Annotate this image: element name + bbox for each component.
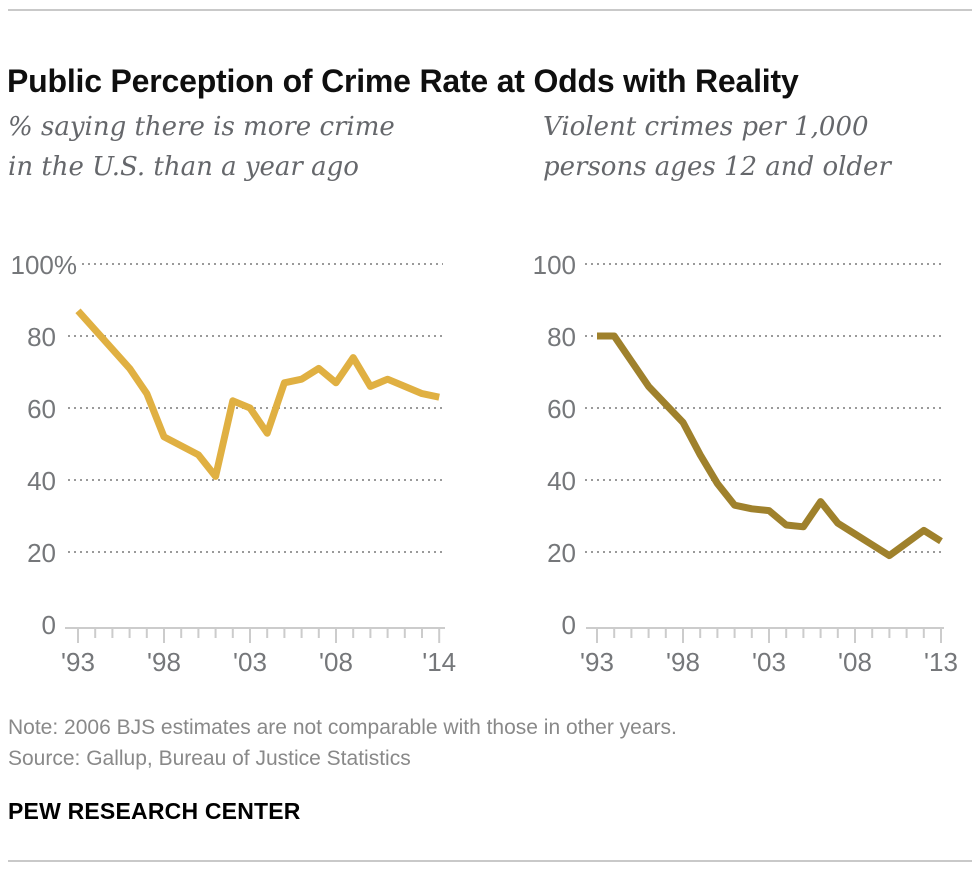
y-axis-label: 60 [547,394,576,424]
y-axis-label: 40 [547,466,576,496]
x-axis-label: '13 [924,647,958,677]
bottom-rule [8,860,972,862]
y-axis-label: 60 [27,394,56,424]
y-axis-label: 0 [42,610,56,640]
gallup-perception-line [75,308,440,480]
y-axis-label: 0 [562,610,576,640]
brand-wordmark: PEW RESEARCH CENTER [8,798,301,824]
x-axis-label: '08 [319,647,353,677]
x-axis-label: '08 [838,647,872,677]
y-axis-label: 20 [27,538,56,568]
x-axis-label: '93 [580,647,614,677]
x-axis-label: '98 [147,647,181,677]
right-chart-subtitle: Violent crimes per 1,000 persons ages 12… [543,107,891,187]
x-axis-label: '98 [666,647,700,677]
chart-violent-crime-rate: 0 20 40 60 80 100 '93 '98 '03 '08 '13 [533,250,958,677]
left-subtitle-line1: % saying there is more crime [8,112,395,142]
x-axis-label: '03 [752,647,786,677]
left-subtitle-line2: in the U.S. than a year ago [8,152,359,182]
y-axis-label: 80 [27,322,56,352]
top-rule [8,9,972,11]
x-axis-label: '93 [61,647,95,677]
y-axis-label: 100 [533,250,576,280]
left-chart-subtitle: % saying there is more crime in the U.S.… [8,107,395,187]
note-text: Note: 2006 BJS estimates are not compara… [8,716,677,739]
right-subtitle-line1: Violent crimes per 1,000 [543,112,869,142]
x-axis-label: '03 [233,647,267,677]
y-axis-label: 20 [547,538,576,568]
chart-crime-perception: 0 20 40 60 80 100% '93 '98 '03 '08 '14 [11,250,457,677]
bjs-crime-rate-line [597,332,943,560]
source-text: Source: Gallup, Bureau of Justice Statis… [8,747,411,770]
y-axis-label: 80 [547,322,576,352]
page-title: Public Perception of Crime Rate at Odds … [7,63,799,100]
x-axis-label: '14 [422,647,456,677]
y-axis-label: 100% [11,250,78,280]
y-axis-label: 40 [27,466,56,496]
right-subtitle-line2: persons ages 12 and older [543,152,891,182]
